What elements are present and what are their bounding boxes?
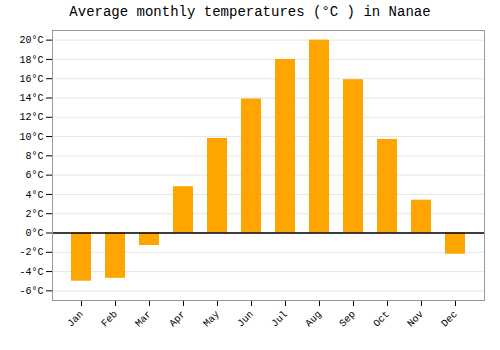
svg-text:Jun: Jun xyxy=(235,309,256,330)
svg-text:Oct: Oct xyxy=(371,309,392,330)
svg-text:Mar: Mar xyxy=(133,309,154,330)
svg-text:Apr: Apr xyxy=(167,309,188,330)
svg-text:-2°C: -2°C xyxy=(19,247,43,258)
svg-text:-6°C: -6°C xyxy=(19,286,43,297)
svg-text:10°C: 10°C xyxy=(19,132,43,143)
svg-text:Jan: Jan xyxy=(65,309,86,330)
svg-text:4°C: 4°C xyxy=(25,190,43,201)
svg-text:Aug: Aug xyxy=(303,309,324,330)
svg-text:8°C: 8°C xyxy=(25,151,43,162)
svg-text:0°C: 0°C xyxy=(25,228,43,239)
svg-text:May: May xyxy=(201,309,222,330)
svg-text:-4°C: -4°C xyxy=(19,267,43,278)
svg-text:Feb: Feb xyxy=(99,309,120,330)
svg-text:Sep: Sep xyxy=(337,309,358,330)
svg-text:20°C: 20°C xyxy=(19,35,43,46)
svg-text:6°C: 6°C xyxy=(25,170,43,181)
html-text:Average monthly temperatures (: Average monthly temperatures (°C ) in Na… xyxy=(69,4,431,20)
svg-text:12°C: 12°C xyxy=(19,112,43,123)
svg-text:14°C: 14°C xyxy=(19,93,43,104)
svg-text:Nov: Nov xyxy=(405,309,426,330)
svg-text:Jul: Jul xyxy=(269,309,290,330)
svg-text:16°C: 16°C xyxy=(19,74,43,85)
svg-text:2°C: 2°C xyxy=(25,209,43,220)
svg-text:Dec: Dec xyxy=(439,309,460,330)
svg-text:18°C: 18°C xyxy=(19,55,43,66)
